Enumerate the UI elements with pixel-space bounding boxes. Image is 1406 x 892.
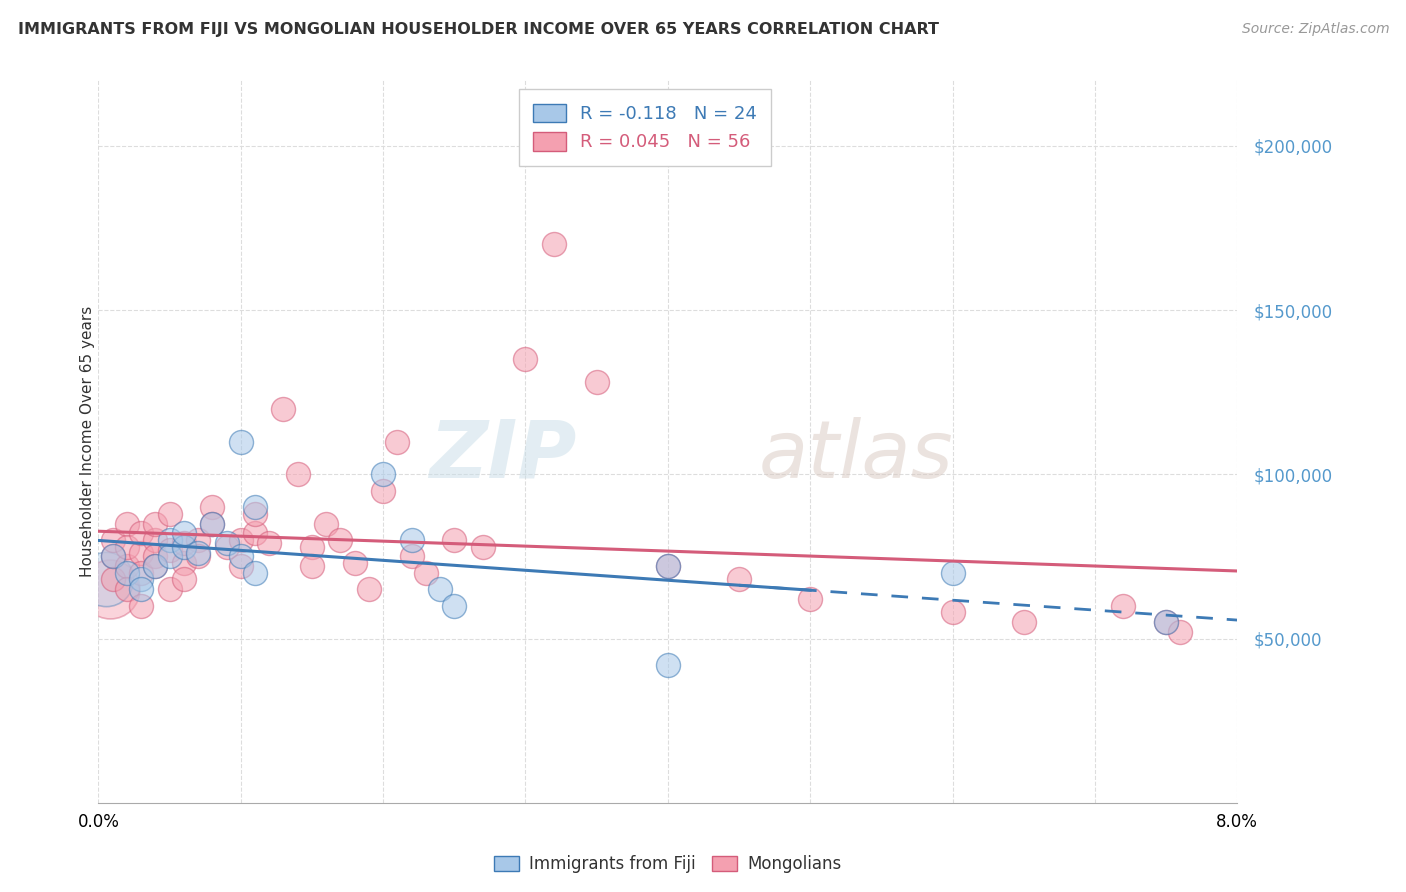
Y-axis label: Householder Income Over 65 years: Householder Income Over 65 years xyxy=(80,306,94,577)
Point xyxy=(98,582,121,597)
Point xyxy=(243,526,266,541)
Point xyxy=(101,573,124,587)
Point xyxy=(273,401,295,416)
Point xyxy=(515,352,537,367)
Point xyxy=(415,566,437,580)
Point xyxy=(1154,615,1177,630)
Point xyxy=(159,507,181,521)
Text: atlas: atlas xyxy=(759,417,953,495)
Point xyxy=(243,507,266,521)
Point xyxy=(115,559,138,574)
Point xyxy=(371,483,394,498)
Point xyxy=(799,592,821,607)
Point xyxy=(229,549,252,564)
Point xyxy=(145,516,167,531)
Point xyxy=(159,533,181,547)
Point xyxy=(942,605,965,619)
Point xyxy=(201,516,224,531)
Point xyxy=(585,376,607,390)
Point xyxy=(173,556,195,570)
Point xyxy=(657,559,679,574)
Point xyxy=(343,556,366,570)
Point xyxy=(159,542,181,557)
Point xyxy=(429,582,451,597)
Point xyxy=(129,599,152,613)
Point xyxy=(301,559,323,574)
Point xyxy=(115,516,138,531)
Point xyxy=(145,549,167,564)
Point xyxy=(657,657,679,672)
Point xyxy=(129,582,152,597)
Point xyxy=(187,533,209,547)
Point xyxy=(229,559,252,574)
Point xyxy=(129,546,152,560)
Point xyxy=(101,549,124,564)
Point xyxy=(371,467,394,482)
Point xyxy=(229,434,252,449)
Point xyxy=(243,566,266,580)
Point xyxy=(115,582,138,597)
Point xyxy=(145,533,167,547)
Point xyxy=(329,533,352,547)
Point xyxy=(173,536,195,550)
Text: ZIP: ZIP xyxy=(429,417,576,495)
Point xyxy=(387,434,409,449)
Point xyxy=(657,559,679,574)
Point xyxy=(259,536,281,550)
Point xyxy=(129,526,152,541)
Point xyxy=(187,549,209,564)
Point xyxy=(401,533,423,547)
Text: Source: ZipAtlas.com: Source: ZipAtlas.com xyxy=(1241,22,1389,37)
Point xyxy=(357,582,380,597)
Point xyxy=(159,549,181,564)
Point xyxy=(201,516,224,531)
Point xyxy=(159,582,181,597)
Point xyxy=(728,573,751,587)
Point xyxy=(301,540,323,554)
Point xyxy=(94,573,117,587)
Point xyxy=(443,533,465,547)
Point xyxy=(173,526,195,541)
Point xyxy=(443,599,465,613)
Point xyxy=(471,540,494,554)
Point xyxy=(173,540,195,554)
Point xyxy=(229,533,252,547)
Point xyxy=(115,540,138,554)
Point xyxy=(187,546,209,560)
Point xyxy=(243,500,266,515)
Point xyxy=(173,573,195,587)
Point xyxy=(129,573,152,587)
Point xyxy=(543,237,565,252)
Text: IMMIGRANTS FROM FIJI VS MONGOLIAN HOUSEHOLDER INCOME OVER 65 YEARS CORRELATION C: IMMIGRANTS FROM FIJI VS MONGOLIAN HOUSEH… xyxy=(18,22,939,37)
Point xyxy=(1170,625,1192,640)
Point xyxy=(129,566,152,580)
Legend: Immigrants from Fiji, Mongolians: Immigrants from Fiji, Mongolians xyxy=(485,847,851,881)
Point xyxy=(101,533,124,547)
Point xyxy=(101,549,124,564)
Point xyxy=(1112,599,1135,613)
Point xyxy=(215,536,238,550)
Point xyxy=(1012,615,1035,630)
Point xyxy=(315,516,337,531)
Point xyxy=(215,540,238,554)
Point xyxy=(1154,615,1177,630)
Point xyxy=(942,566,965,580)
Point xyxy=(145,559,167,574)
Point xyxy=(401,549,423,564)
Point xyxy=(115,566,138,580)
Point xyxy=(145,559,167,574)
Point xyxy=(287,467,309,482)
Point xyxy=(201,500,224,515)
